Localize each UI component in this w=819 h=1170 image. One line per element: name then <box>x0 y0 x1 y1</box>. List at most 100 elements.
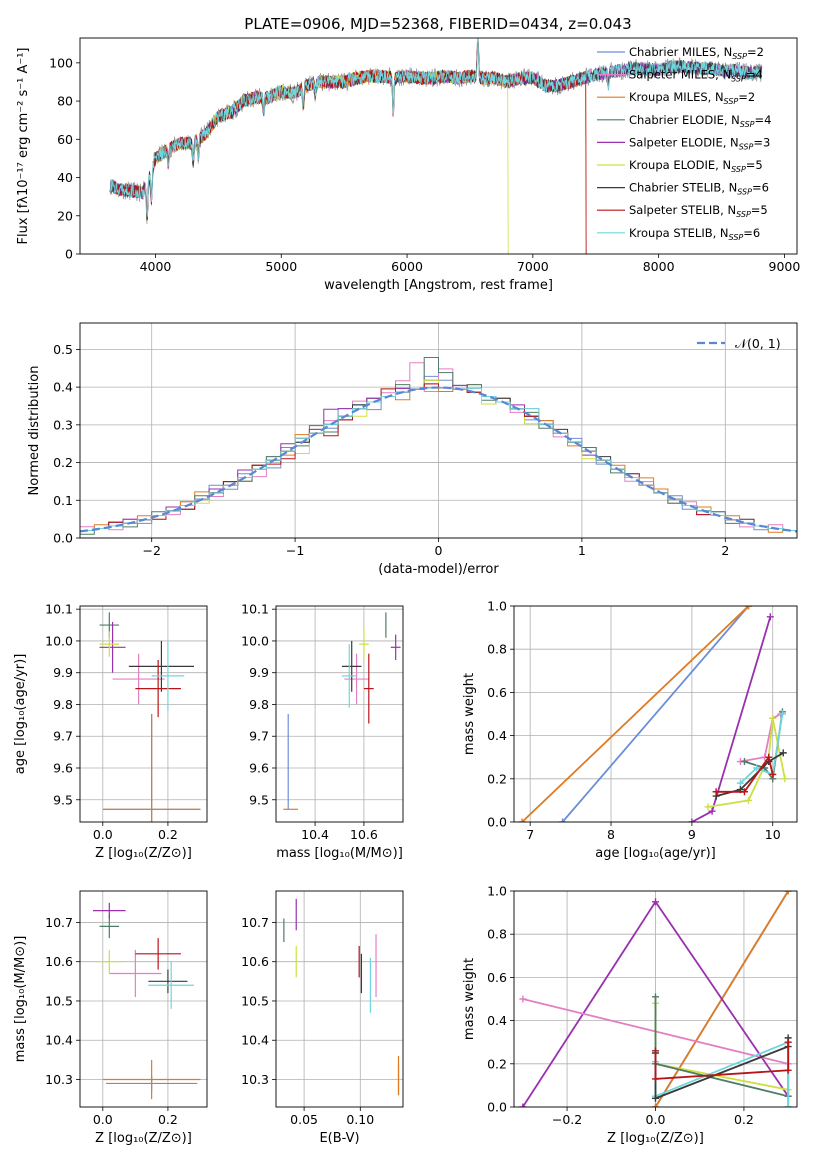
ebv_mass-xtick-label: 0.10 <box>346 1112 374 1127</box>
z_weight-plot-area <box>519 891 792 1107</box>
weight-marker <box>784 1038 792 1046</box>
weight-marker <box>652 1094 659 1102</box>
residuals-ytick-label: 0.4 <box>53 380 73 395</box>
residuals-xtick-label: 0 <box>435 543 443 558</box>
ebv_mass-frame <box>275 890 404 1108</box>
weight-marker <box>744 606 752 610</box>
ebv_mass-ytick-label: 10.3 <box>241 1072 269 1087</box>
spectrum-model-line <box>109 38 763 217</box>
weight-marker <box>769 770 777 778</box>
mass_age-xlabel: mass [log₁₀(M/M⊙)] <box>276 846 403 861</box>
weight-marker <box>766 613 774 621</box>
residuals-ylabel: Normed distribution <box>27 366 42 496</box>
spectrum-ytick-label: 40 <box>57 170 73 185</box>
legend-entry: Kroupa MILES, NSSP=2 <box>629 90 755 106</box>
mass_age-ytick-label: 9.5 <box>249 792 269 807</box>
weight-line <box>561 606 750 822</box>
z_age-ylabel: age [log₁₀(age/yr)] <box>13 654 28 775</box>
z_age-ytick-label: 9.6 <box>53 761 73 776</box>
mass_age-ytick-label: 9.8 <box>249 697 269 712</box>
errorbar-point <box>102 714 201 822</box>
age_weight-ytick-label: 1.0 <box>487 599 507 614</box>
legend-entry: Chabrier ELODIE, NSSP=4 <box>629 113 771 129</box>
errorbar-point <box>102 1059 201 1100</box>
errorbar-point <box>112 653 165 705</box>
weight-marker <box>784 1103 792 1107</box>
z_mass-xtick-label: 0.2 <box>158 1112 178 1127</box>
z_age-ytick-label: 9.9 <box>53 665 73 680</box>
residuals-ytick-label: 0.0 <box>53 531 73 546</box>
residuals-xtick-label: 1 <box>578 543 586 558</box>
weight-marker <box>652 1075 659 1083</box>
ebv_mass-xlabel: E(B-V) <box>319 1131 359 1146</box>
age_weight-xtick-label: 7 <box>526 827 534 842</box>
z_mass-frame <box>79 890 208 1108</box>
errorbar-point <box>390 634 401 660</box>
z_weight-xtick-label: −0.2 <box>552 1112 582 1127</box>
age_weight-ytick-label: 0.6 <box>487 685 507 700</box>
weight-marker <box>779 749 787 757</box>
errorbar-point <box>128 640 194 692</box>
age_weight-ytick-label: 0.2 <box>487 771 507 786</box>
weight-marker <box>518 818 526 822</box>
ebv_mass-ytick-label: 10.4 <box>241 1033 269 1048</box>
weight-marker <box>753 764 761 772</box>
z_mass-ytick-label: 10.4 <box>45 1033 73 1048</box>
errorbar-point <box>93 902 126 919</box>
mass_age-xtick-label: 10.4 <box>301 827 329 842</box>
ebv_mass-xtick-label: 0.05 <box>290 1112 318 1127</box>
z_mass-xlabel: Z [log₁₀(Z/Z⊙)] <box>95 1131 192 1146</box>
residuals-frame <box>79 322 798 539</box>
spectrum-xtick-label: 6000 <box>391 259 423 274</box>
figure-title: PLATE=0906, MJD=52368, FIBERID=0434, z=0… <box>244 15 631 33</box>
errorbar-point <box>363 653 374 724</box>
spectrum-xtick-label: 7000 <box>517 259 549 274</box>
weight-line <box>739 713 784 784</box>
legend-entry: Salpeter MILES, NSSP=4 <box>629 68 763 84</box>
spectrum-legend: Chabrier MILES, NSSP=2 Salpeter MILES, NS… <box>597 45 771 242</box>
z_age-xlabel: Z [log₁₀(Z/Z⊙)] <box>95 846 192 861</box>
residuals-ytick-label: 0.5 <box>53 342 73 357</box>
z_age-ytick-label: 9.5 <box>53 792 73 807</box>
weight-marker <box>740 758 748 766</box>
z_weight-panel: −0.2 0.0 0.2 0.0 0.2 0.4 0.6 0.8 1.0 Z [log₁₀(Z/Z… <box>462 884 798 1146</box>
weight-marker <box>519 995 527 1003</box>
z_mass-panel: 0.0 0.2 10.3 10.4 10.5 10.6 10.7 Z [log₁₀(Z/Z⊙)… <box>13 890 208 1146</box>
spectrum-xlabel: wavelength [Angstrom, rest frame] <box>324 278 553 293</box>
spectrum-xtick-label: 5000 <box>265 259 297 274</box>
weight-line <box>740 713 782 763</box>
z_weight-frame <box>513 890 798 1108</box>
normal-reference-curve <box>80 386 797 533</box>
mass_age-ytick-label: 9.7 <box>249 729 269 744</box>
age_weight-frame <box>513 605 798 823</box>
ebv_mass-ytick-label: 10.5 <box>241 993 269 1008</box>
residuals-xlabel: (data-model)/error <box>378 562 499 577</box>
legend-entry: Chabrier STELIB, NSSP=6 <box>629 181 769 197</box>
z_age-ytick-label: 10.0 <box>45 633 73 648</box>
weight-marker <box>769 714 777 722</box>
z_weight-ytick-label: 0.8 <box>487 927 507 942</box>
age_weight-ytick-label: 0.0 <box>487 815 507 830</box>
mass_age-ytick-label: 10.1 <box>241 602 269 617</box>
errorbar-point <box>148 961 194 1009</box>
z_age-xtick-label: 0.0 <box>93 827 113 842</box>
errorbar-point <box>135 938 181 970</box>
spectrum-xtick-label: 8000 <box>643 259 675 274</box>
z_mass-ytick-label: 10.7 <box>45 915 73 930</box>
mass_age-xtick-label: 10.6 <box>350 827 378 842</box>
z_age-xtick-label: 0.2 <box>158 827 178 842</box>
z_weight-ylabel: mass weight <box>462 958 477 1040</box>
errorbar-point <box>109 949 162 998</box>
weight-marker <box>708 807 716 815</box>
weight-marker <box>744 796 752 804</box>
weight-marker <box>784 1066 792 1074</box>
spectrum-ylabel: Flux [fλ10⁻¹⁷ erg cm⁻² s⁻¹ A⁻¹] <box>16 48 31 245</box>
z_age-ytick-label: 9.7 <box>53 729 73 744</box>
weight-marker <box>652 898 659 906</box>
weight-line <box>715 752 784 797</box>
errorbar-point <box>359 628 369 660</box>
age_weight-ylabel: mass weight <box>462 673 477 755</box>
z_weight-xlabel: Z [log₁₀(Z/Z⊙)] <box>607 1131 704 1146</box>
weight-marker <box>652 993 659 1001</box>
